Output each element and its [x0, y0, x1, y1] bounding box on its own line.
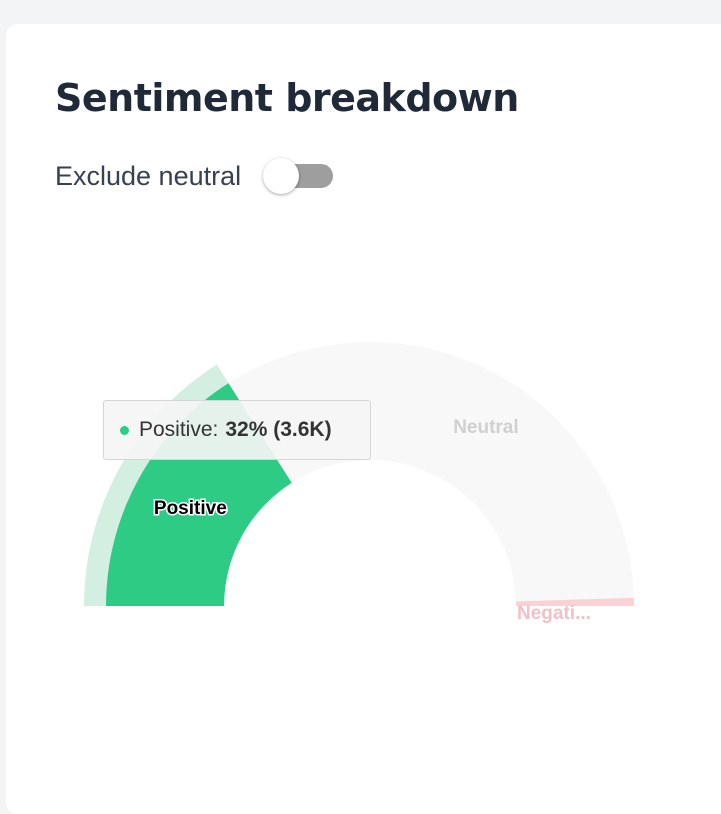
neutral-slice[interactable] — [228, 341, 634, 602]
exclude-neutral-toggle[interactable] — [263, 158, 334, 194]
exclude-neutral-label: Exclude neutral — [55, 160, 242, 191]
neutral-slice-label: Neutral — [453, 417, 518, 438]
exclude-neutral-row: Exclude neutral — [55, 158, 334, 194]
tooltip-value: 32% (3.6K) — [225, 418, 332, 441]
tooltip-series-name: Positive: — [139, 418, 219, 441]
positive-slice-label: Positive — [154, 498, 227, 519]
positive-legend-dot — [120, 425, 129, 435]
negative-slice-label: Negati... — [517, 603, 591, 624]
chart-tooltip: Positive: 32% (3.6K) — [103, 400, 371, 460]
negative-slice[interactable] — [515, 597, 634, 606]
card-title: Sentiment breakdown — [55, 76, 519, 120]
toggle-knob[interactable] — [263, 158, 300, 194]
